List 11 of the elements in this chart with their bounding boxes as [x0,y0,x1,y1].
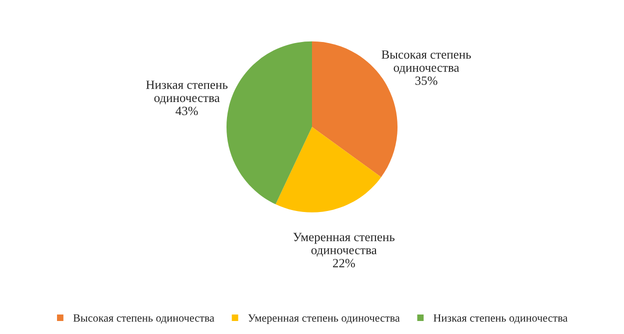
data-label: 43% [176,106,198,116]
data-label: 35% [415,76,438,85]
legend-label: Высокая степень одиночества [73,314,214,324]
pie-slice [226,41,312,204]
slice-label: Низкая степень одиночества [146,80,228,104]
slice-label: Высокая степень одиночества [382,50,471,74]
legend-label: Умеренная степень одиночества [248,314,400,324]
slice-label: Умеренная степень одиночества [293,232,395,257]
legend-label: Низкая степень одиночества [434,314,568,324]
data-label: 22% [332,258,355,268]
pie-slice [276,126,382,212]
